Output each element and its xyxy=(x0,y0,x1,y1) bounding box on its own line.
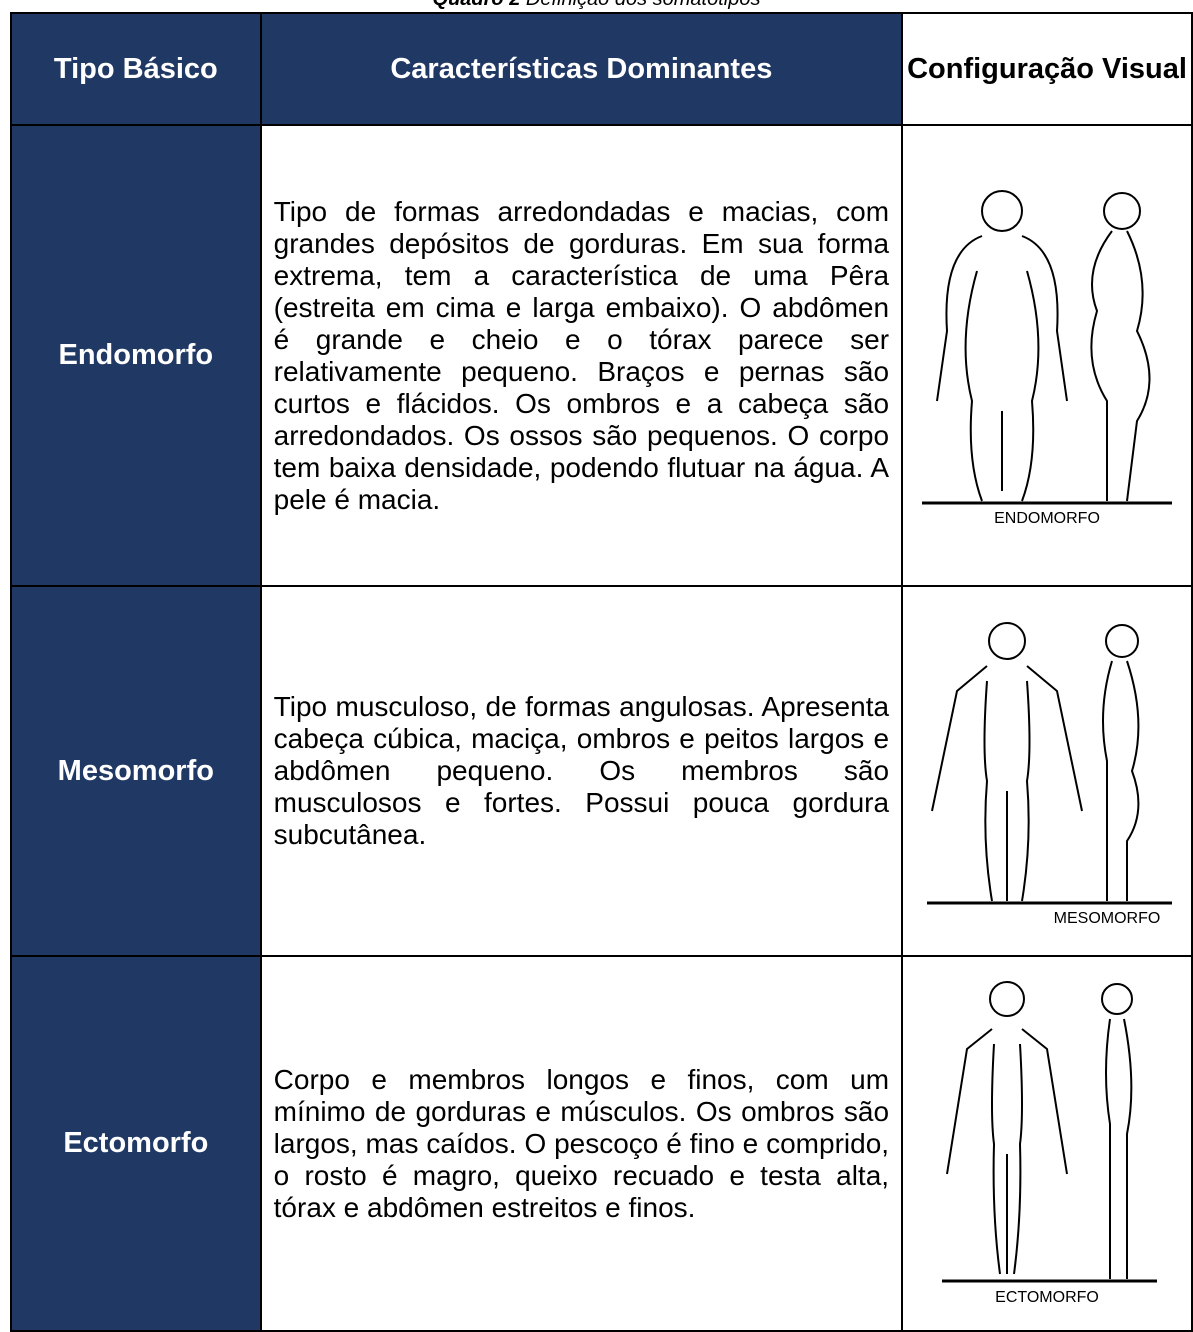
figure-label: MESOMORFO xyxy=(1054,910,1161,927)
description-cell: Tipo de formas arredondadas e macias, co… xyxy=(259,124,904,587)
type-cell: Mesomorfo xyxy=(10,585,262,957)
figure-cell: ECTOMORFO xyxy=(901,955,1193,1332)
header-cell: Configuração Visual xyxy=(901,12,1193,126)
description-cell: Corpo e membros longos e finos, com um m… xyxy=(259,955,904,1332)
header-cell: Características Dominantes xyxy=(259,12,904,126)
figure: ECTOMORFO xyxy=(942,980,1158,1306)
figure: MESOMORFO xyxy=(927,622,1173,927)
figure-label: ECTOMORFO xyxy=(995,1289,1099,1306)
caption-text: Definição dos somatótipos xyxy=(526,0,761,10)
figure-cell: MESOMORFO xyxy=(901,585,1193,957)
description-cell: Tipo musculoso, de formas angulosas. Apr… xyxy=(259,585,904,957)
header-cell: Tipo Básico xyxy=(10,12,262,126)
caption-label: Quadro 2 xyxy=(433,0,521,10)
table: Tipo Básico Características Dominantes C… xyxy=(10,12,1193,1332)
type-cell: Endomorfo xyxy=(10,124,262,587)
figure: ENDOMORFO xyxy=(922,189,1173,527)
caption: Quadro 2 Definição dos somatótipos xyxy=(0,0,1193,11)
figure-label: ENDOMORFO xyxy=(994,510,1100,527)
figure-cell: ENDOMORFO xyxy=(901,124,1193,587)
type-cell: Ectomorfo xyxy=(10,955,262,1332)
